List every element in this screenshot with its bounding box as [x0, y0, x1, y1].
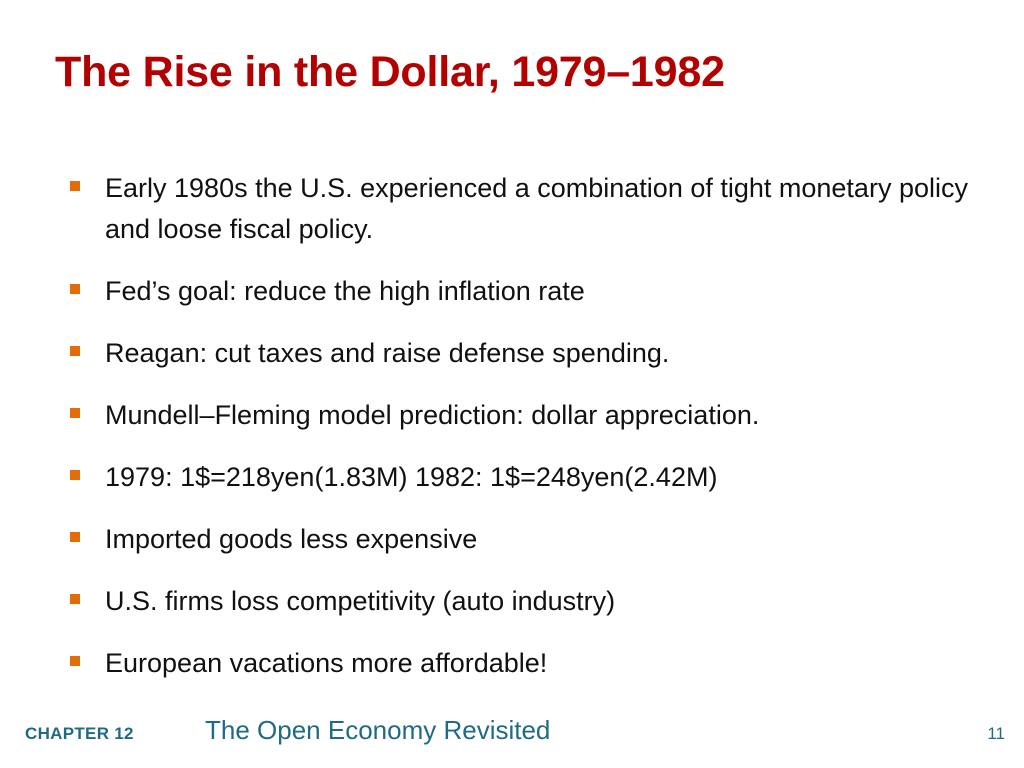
chapter-label: CHAPTER 12 — [25, 724, 134, 743]
bullet-item: U.S. firms loss competitivity (auto indu… — [70, 581, 970, 622]
square-bullet-icon — [70, 346, 80, 356]
square-bullet-icon — [70, 594, 80, 604]
square-bullet-icon — [70, 284, 80, 294]
square-bullet-icon — [70, 181, 80, 191]
bullet-text: Mundell–Fleming model prediction: dollar… — [105, 400, 760, 430]
page-number: 11 — [987, 724, 1005, 743]
bullet-item: Mundell–Fleming model prediction: dollar… — [70, 395, 970, 436]
bullet-text: Fed’s goal: reduce the high inflation ra… — [105, 276, 585, 306]
bullet-item: Imported goods less expensive — [70, 519, 970, 560]
bullet-text: Early 1980s the U.S. experienced a combi… — [105, 173, 968, 244]
bullet-text: European vacations more affordable! — [105, 648, 548, 678]
bullet-item: Fed’s goal: reduce the high inflation ra… — [70, 271, 970, 312]
bullet-item: 1979: 1$=218yen(1.83M) 1982: 1$=248yen(2… — [70, 457, 970, 498]
square-bullet-icon — [70, 408, 80, 418]
bullet-item: European vacations more affordable! — [70, 643, 970, 684]
slide-title: The Rise in the Dollar, 1979–1982 — [55, 48, 725, 96]
bullet-item: Reagan: cut taxes and raise defense spen… — [70, 333, 970, 374]
square-bullet-icon — [70, 656, 80, 666]
square-bullet-icon — [70, 470, 80, 480]
bullet-text: Imported goods less expensive — [105, 524, 478, 554]
bullet-item: Early 1980s the U.S. experienced a combi… — [70, 168, 970, 250]
bullet-text: 1979: 1$=218yen(1.83M) 1982: 1$=248yen(2… — [105, 462, 718, 492]
square-bullet-icon — [70, 532, 80, 542]
bullet-text: U.S. firms loss competitivity (auto indu… — [105, 586, 616, 616]
chapter-title: The Open Economy Revisited — [205, 715, 551, 745]
slide-footer: CHAPTER 12 The Open Economy Revisited 11 — [25, 715, 1005, 749]
bullet-list: Early 1980s the U.S. experienced a combi… — [70, 168, 970, 705]
bullet-text: Reagan: cut taxes and raise defense spen… — [105, 338, 670, 368]
